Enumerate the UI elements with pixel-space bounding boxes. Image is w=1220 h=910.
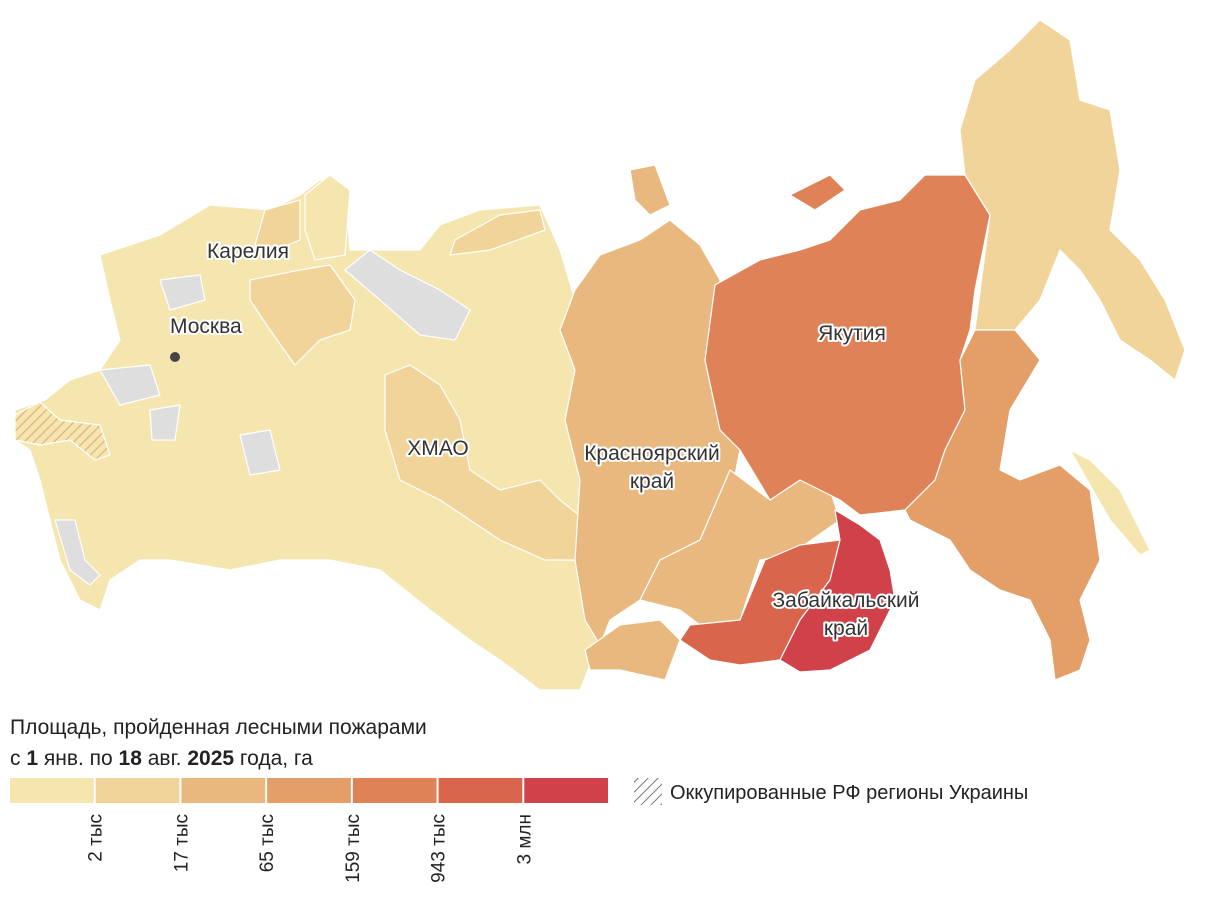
- legend-tick-label: 17 тыс: [171, 814, 192, 872]
- region: [54, 519, 101, 586]
- legend: Площадь, пройденная лесными пожарами с 1…: [10, 716, 1028, 883]
- region: [99, 364, 161, 406]
- region-label: ХМАО: [407, 437, 468, 460]
- legend-title-part: 18: [119, 747, 143, 770]
- region: [254, 199, 301, 251]
- region: [779, 509, 896, 673]
- map: Карелия Москва ХМАО Красноярский край Якутия З…: [14, 19, 1186, 691]
- hatch-label: Оккупированные РФ регионы Украины: [670, 782, 1028, 804]
- region-label: Москва: [170, 315, 242, 338]
- region-label: Карелия: [207, 240, 289, 263]
- region: [149, 404, 181, 441]
- region: [679, 539, 841, 666]
- region: [159, 274, 206, 311]
- legend-title-part: авг.: [142, 747, 187, 770]
- legend-swatch: [438, 778, 523, 803]
- legend-swatch: [10, 778, 94, 803]
- region: [14, 401, 111, 461]
- legend-tick-label: 3 млн: [514, 814, 535, 865]
- region-label: Красноярский: [584, 442, 720, 465]
- legend-swatch: [95, 778, 180, 803]
- legend-title-part: 1: [26, 747, 38, 770]
- region-label: Якутия: [818, 322, 886, 345]
- legend-title-part: с: [10, 747, 26, 770]
- legend-swatch: [181, 778, 266, 803]
- legend-title: Площадь, пройденная лесными пожарами: [10, 716, 427, 739]
- legend-title-part: 2025: [187, 747, 234, 770]
- region: [789, 174, 846, 211]
- region: [304, 174, 351, 261]
- region: [959, 19, 1186, 381]
- legend-title-part: янв. по: [38, 747, 119, 770]
- region: [629, 164, 671, 216]
- region: [344, 249, 471, 341]
- region: [1069, 449, 1151, 556]
- legend-swatch: [352, 778, 437, 803]
- region-label: край: [630, 470, 674, 493]
- legend-tick-label: 65 тыс: [257, 814, 278, 872]
- region-label: Забайкальский: [773, 589, 920, 612]
- moscow-marker: [170, 352, 180, 362]
- region: [584, 619, 681, 681]
- legend-subtitle: с 1 янв. по 18 авг. 2025 года, га: [10, 747, 313, 770]
- legend-tick-label: 159 тыс: [343, 814, 364, 883]
- legend-swatch: [267, 778, 351, 803]
- region: [239, 429, 281, 476]
- region: [904, 329, 1101, 681]
- legend-tick-label: 943 тыс: [429, 814, 450, 883]
- legend-swatch: [524, 778, 608, 803]
- region: [249, 264, 356, 366]
- hatch-swatch: [634, 778, 662, 805]
- region-label: край: [824, 617, 868, 640]
- legend-title-part: года, га: [234, 747, 313, 770]
- region: [449, 209, 546, 256]
- legend-tick-label: 2 тыс: [86, 814, 107, 862]
